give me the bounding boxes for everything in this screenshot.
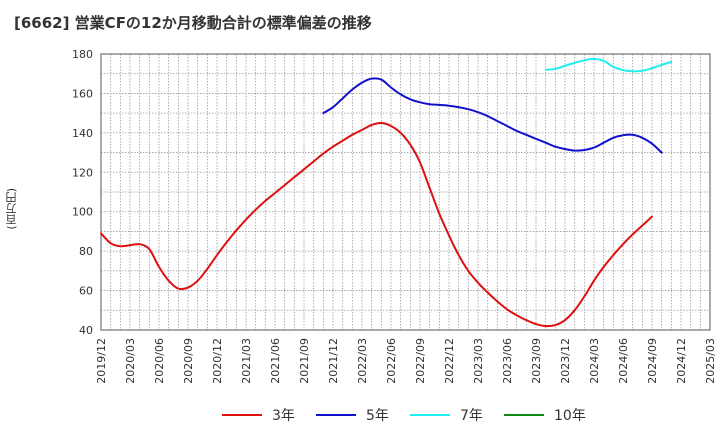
x-tick-label: 2023/06: [501, 338, 514, 384]
y-tick-label: 60: [79, 285, 93, 298]
x-tick-label: 2022/12: [443, 338, 456, 384]
x-tick-label: 2022/03: [356, 338, 369, 384]
series-line-3年: [100, 121, 653, 328]
legend-label: 7年: [460, 408, 483, 424]
plot-frame: [100, 53, 711, 331]
x-tick-label: 2024/12: [675, 338, 688, 384]
y-tick-label: 180: [72, 48, 93, 61]
x-tick-label: 2020/03: [124, 338, 137, 384]
x-tick-label: 2023/12: [559, 338, 572, 384]
y-tick-label: 120: [72, 166, 93, 179]
x-tick-label: 2020/09: [182, 338, 195, 384]
y-axis-ticks: 40 60 80 100 120 140 160 180: [72, 48, 93, 337]
x-axis-ticks: 2019/12 2020/03 2020/06 2020/09 2020/12 2021/…: [95, 338, 717, 384]
legend-item: 3年: [222, 402, 295, 428]
x-tick-label: 2023/09: [530, 338, 543, 384]
y-tick-label: 100: [72, 206, 93, 219]
series-lines: [100, 57, 673, 328]
y-tick-label: 80: [79, 245, 93, 258]
x-tick-label: 2024/06: [617, 338, 630, 384]
y-tick-label: 140: [72, 127, 93, 140]
legend-label: 5年: [366, 408, 389, 424]
line-chart: 40 60 80 100 120 140 160 180 2019/12 2020/03 2020…: [72, 48, 717, 384]
x-tick-label: 2024/03: [588, 338, 601, 384]
x-tick-label: 2020/06: [153, 338, 166, 384]
series-line-5年: [322, 77, 663, 154]
x-tick-label: 2022/06: [385, 338, 398, 384]
legend-item: 10年: [504, 402, 586, 428]
legend: 3年 5年 7年 10年: [0, 402, 720, 428]
y-tick-label: 160: [72, 87, 93, 100]
x-tick-label: 2025/03: [704, 338, 717, 384]
legend-item: 5年: [316, 402, 389, 428]
x-tick-label: 2024/09: [646, 338, 659, 384]
x-tick-label: 2021/09: [298, 338, 311, 384]
series-line-7年: [544, 57, 673, 73]
chart-title: [6662] 営業CFの12か月移動合計の標準偏差の推移: [14, 14, 372, 32]
x-tick-label: 2019/12: [95, 338, 108, 384]
x-tick-label: 2023/03: [472, 338, 485, 384]
legend-swatch: [222, 414, 262, 416]
plot-area: [100, 53, 711, 331]
x-tick-label: 2020/12: [211, 338, 224, 384]
x-tick-label: 2022/09: [414, 338, 427, 384]
x-tick-label: 2021/06: [269, 338, 282, 384]
legend-swatch: [410, 414, 450, 416]
legend-swatch: [316, 414, 356, 416]
legend-label: 10年: [554, 408, 586, 424]
legend-label: 3年: [272, 408, 295, 424]
x-tick-label: 2021/03: [240, 338, 253, 384]
gridlines: [101, 54, 710, 330]
x-tick-label: 2021/12: [327, 338, 340, 384]
y-tick-label: 40: [79, 324, 93, 337]
legend-item: 7年: [410, 402, 483, 428]
legend-swatch: [504, 414, 544, 416]
